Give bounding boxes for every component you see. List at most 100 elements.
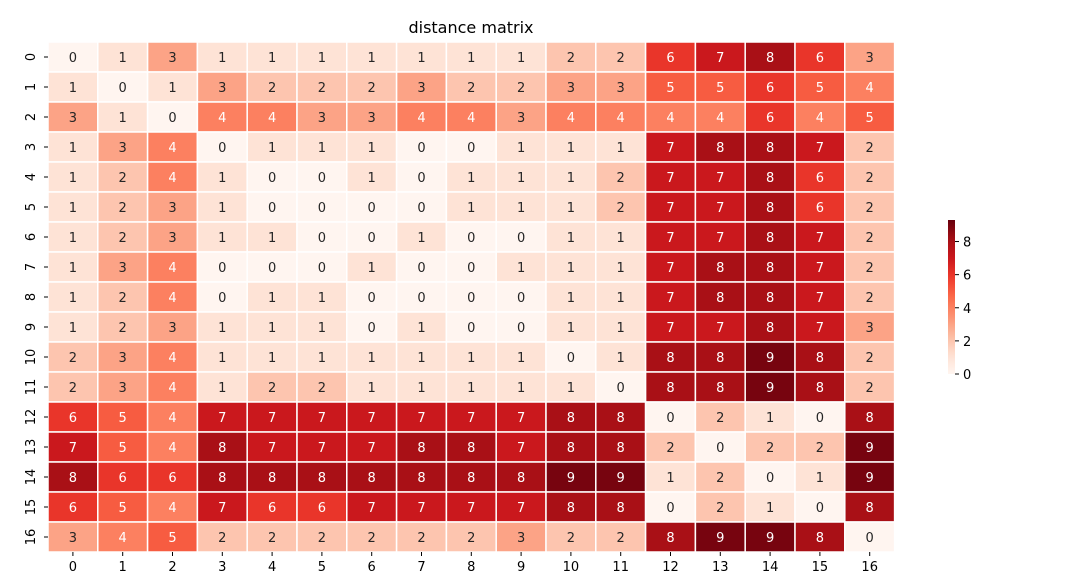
cell-label: 1 [766, 501, 774, 516]
heatmap-cell [595, 251, 647, 283]
heatmap-cell [694, 431, 746, 463]
x-tick-label: 4 [268, 560, 276, 575]
cell-label: 2 [467, 531, 475, 546]
cell-label: 4 [666, 111, 674, 126]
cell-label: 7 [218, 501, 226, 516]
heatmap-cell [146, 251, 199, 283]
cell-label: 1 [119, 111, 127, 126]
cell-label: 7 [666, 261, 674, 276]
cell-label: 5 [119, 441, 127, 456]
cell-label: 6 [816, 201, 824, 216]
heatmap-cell [346, 401, 398, 433]
cell-label: 7 [666, 201, 674, 216]
heatmap-cell [844, 221, 896, 253]
cell-label: 2 [318, 381, 326, 396]
heatmap-cell [146, 521, 199, 553]
cell-label: 1 [218, 201, 226, 216]
cell-label: 1 [268, 231, 276, 246]
cell-label: 2 [716, 471, 724, 486]
cell-label: 8 [268, 471, 276, 486]
cell-label: 6 [168, 471, 176, 486]
cell-label: 2 [318, 81, 326, 96]
cell-label: 2 [69, 351, 77, 366]
cell-label: 0 [866, 531, 874, 546]
cell-label: 7 [417, 411, 425, 426]
y-tick-label: 1 [24, 83, 39, 91]
cell-label: 0 [467, 141, 475, 156]
x-tick-label: 13 [712, 560, 729, 575]
cell-label: 2 [119, 291, 127, 306]
colorbar-tick-label: 8 [963, 236, 971, 251]
cell-label: 8 [417, 441, 425, 456]
cell-label: 1 [368, 261, 376, 276]
heatmap-cell [97, 371, 149, 403]
heatmap-cell [47, 491, 99, 523]
cell-label: 1 [567, 171, 575, 186]
heatmap-cell [395, 131, 448, 163]
x-tick-label: 12 [662, 560, 679, 575]
cell-label: 0 [368, 291, 376, 306]
cell-label: 1 [567, 201, 575, 216]
cell-label: 1 [69, 291, 77, 306]
cell-label: 3 [517, 531, 525, 546]
cell-label: 7 [517, 501, 525, 516]
x-tick-label: 1 [119, 560, 127, 575]
cell-label: 8 [467, 471, 475, 486]
heatmap-cell [445, 341, 497, 373]
cell-label: 1 [567, 291, 575, 306]
cell-label: 7 [716, 231, 724, 246]
cell-label: 1 [368, 171, 376, 186]
cell-label: 3 [318, 111, 326, 126]
cell-label: 6 [318, 501, 326, 516]
cell-label: 1 [666, 471, 674, 486]
heatmap-cell [495, 191, 547, 223]
cell-label: 8 [69, 471, 77, 486]
cell-label: 1 [417, 351, 425, 366]
cell-label: 7 [368, 501, 376, 516]
cell-label: 8 [716, 261, 724, 276]
x-tick-label: 15 [812, 560, 829, 575]
cell-label: 3 [119, 381, 127, 396]
cell-label: 8 [567, 411, 575, 426]
cell-label: 2 [119, 171, 127, 186]
cell-label: 1 [517, 261, 525, 276]
heatmap-cell [595, 461, 647, 493]
heatmap-cell [395, 251, 448, 283]
cell-label: 1 [368, 141, 376, 156]
heatmap-cell [495, 41, 547, 73]
colorbar-tick-label: 0 [963, 368, 971, 383]
y-tick-label: 10 [24, 349, 39, 366]
heatmap-cell [844, 101, 896, 133]
cell-label: 7 [318, 441, 326, 456]
heatmap-cell [644, 401, 697, 433]
cell-label: 0 [417, 141, 425, 156]
cell-label: 3 [567, 81, 575, 96]
cell-label: 1 [368, 381, 376, 396]
cell-label: 0 [417, 291, 425, 306]
cell-label: 2 [368, 531, 376, 546]
heatmap-cell [346, 371, 398, 403]
y-tick-label: 12 [24, 409, 39, 426]
cell-label: 1 [218, 381, 226, 396]
cell-label: 7 [268, 441, 276, 456]
cell-label: 0 [766, 471, 774, 486]
cell-label: 8 [716, 291, 724, 306]
cell-label: 0 [716, 441, 724, 456]
cell-label: 0 [467, 231, 475, 246]
cell-label: 0 [467, 261, 475, 276]
cell-label: 2 [69, 381, 77, 396]
cell-label: 2 [417, 531, 425, 546]
heatmap-cell [694, 191, 746, 223]
cell-label: 8 [368, 471, 376, 486]
heatmap-cell [296, 371, 348, 403]
heatmap-cell [296, 281, 348, 313]
cell-label: 0 [368, 201, 376, 216]
heatmap-cell [794, 521, 846, 553]
cell-label: 0 [517, 231, 525, 246]
cell-label: 7 [268, 411, 276, 426]
cell-label: 1 [268, 351, 276, 366]
heatmap-cell [445, 371, 497, 403]
cell-label: 1 [567, 141, 575, 156]
x-tick-label: 5 [318, 560, 326, 575]
cell-label: 8 [766, 231, 774, 246]
